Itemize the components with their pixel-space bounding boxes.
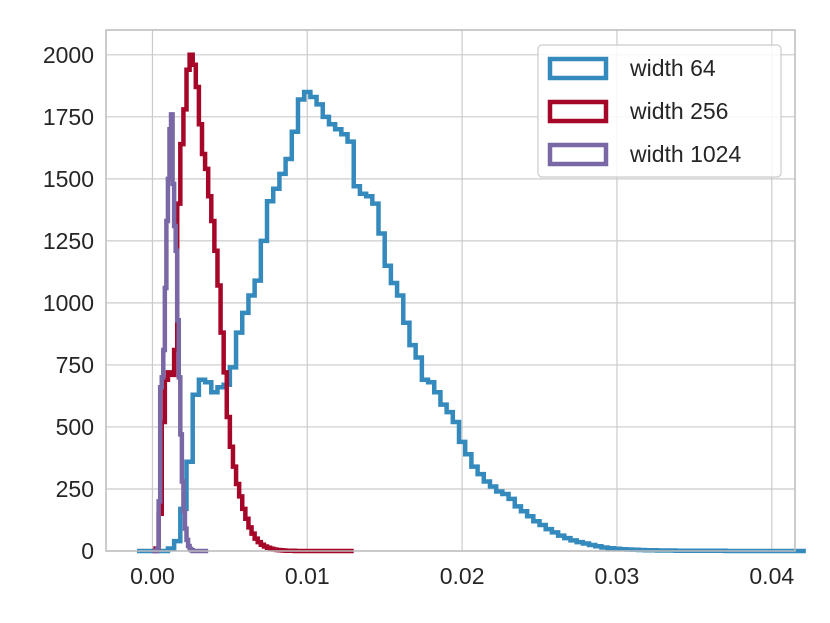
y-tick-label: 1500 — [43, 166, 94, 192]
legend-label-1: width 256 — [629, 98, 728, 124]
series-line-0 — [136, 89, 806, 554]
y-tick-label: 500 — [56, 414, 94, 440]
y-tick-label: 0 — [81, 538, 94, 564]
plot-frame — [105, 29, 796, 552]
grid-lines — [106, 30, 795, 552]
legend-swatch-0 — [547, 56, 609, 81]
y-tick-label: 750 — [56, 352, 94, 378]
legend: width 64 width 256 width 1024 — [537, 44, 782, 178]
y-tick-label: 1250 — [43, 228, 94, 254]
y-tick-label: 1000 — [43, 290, 94, 316]
y-tick-label: 250 — [56, 476, 94, 502]
legend-swatch-2 — [547, 142, 609, 167]
x-tick-label: 0.02 — [440, 563, 485, 589]
x-tick-label: 0.03 — [595, 563, 640, 589]
y-tick-label: 2000 — [43, 42, 94, 68]
y-tick-label: 1750 — [43, 104, 94, 130]
x-tick-label: 0.00 — [130, 563, 175, 589]
x-tick-label: 0.01 — [285, 563, 330, 589]
y-axis-ticks: 0 250 500 750 1000 1250 1500 1750 2000 — [43, 42, 94, 564]
legend-label-2: width 1024 — [629, 141, 741, 167]
legend-swatch-1 — [547, 99, 609, 124]
legend-label-0: width 64 — [629, 55, 716, 81]
x-tick-label: 0.04 — [749, 563, 794, 589]
x-axis-ticks: 0.00 0.01 0.02 0.03 0.04 — [130, 563, 794, 589]
